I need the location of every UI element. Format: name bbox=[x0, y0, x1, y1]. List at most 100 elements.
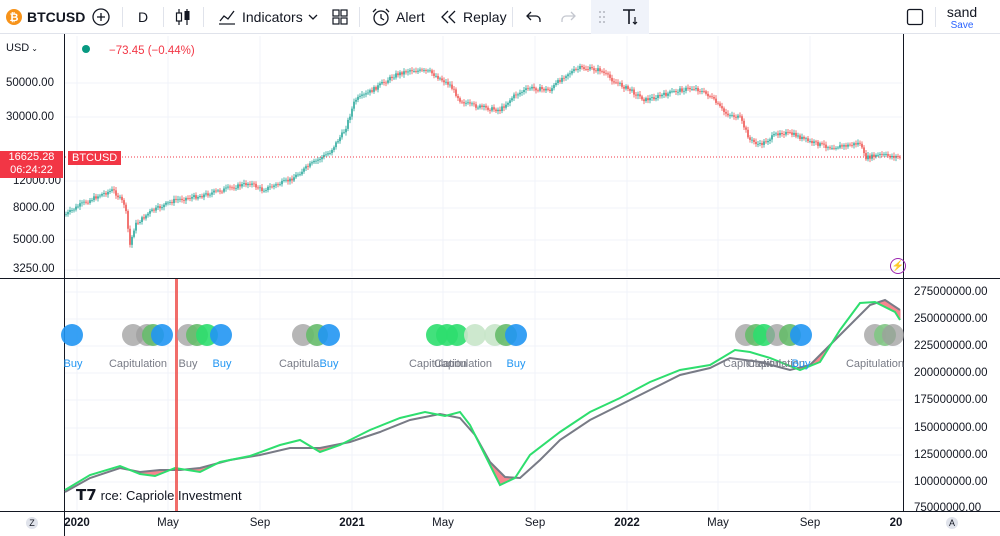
price-candle-body bbox=[579, 66, 581, 69]
price-candle-body bbox=[731, 115, 733, 117]
indicator-axis-label: 150000000.00 bbox=[914, 422, 988, 434]
price-axis-label: 8000.00 bbox=[13, 202, 55, 214]
price-candle-body bbox=[667, 93, 669, 96]
source-watermark[interactable]: T7 rce: Capriole Investment bbox=[76, 486, 242, 504]
price-candle-body bbox=[865, 153, 867, 160]
price-candle-body bbox=[99, 195, 101, 197]
alert-button[interactable]: Alert bbox=[371, 0, 425, 34]
price-candle-body bbox=[367, 92, 369, 94]
price-candle-body bbox=[791, 132, 793, 135]
price-candle-body bbox=[863, 147, 865, 154]
price-candle-body bbox=[305, 166, 307, 169]
drag-handle-icon[interactable] bbox=[598, 0, 606, 34]
grid-lines bbox=[65, 36, 902, 510]
price-candle-body bbox=[409, 70, 411, 72]
price-candle-body bbox=[587, 69, 589, 70]
price-candle-body bbox=[89, 200, 91, 203]
undo-button[interactable] bbox=[526, 0, 542, 34]
right-axis-border bbox=[903, 34, 904, 512]
price-candle-body bbox=[693, 89, 695, 90]
price-candle-body bbox=[223, 188, 225, 192]
price-candle-body bbox=[559, 80, 561, 82]
zoom-reset-button[interactable]: Z bbox=[26, 517, 38, 529]
price-candle-body bbox=[287, 179, 289, 182]
price-candle-body bbox=[147, 213, 149, 216]
symbol-search[interactable]: ₿ BTCUSD bbox=[6, 0, 85, 34]
price-candle-body bbox=[797, 135, 799, 137]
signal-label: Capitulation bbox=[408, 358, 468, 370]
auto-scale-button[interactable]: A bbox=[946, 517, 958, 529]
time-axis-label: 2020 bbox=[64, 517, 90, 529]
signal-circle bbox=[505, 324, 527, 346]
price-candle-body bbox=[477, 107, 479, 109]
price-candle-body bbox=[455, 89, 457, 96]
price-candle-body bbox=[553, 84, 555, 89]
price-candle-body bbox=[675, 90, 677, 92]
market-status-dot[interactable] bbox=[82, 45, 90, 53]
signal-label: Buy bbox=[319, 358, 339, 370]
signal-circle bbox=[882, 324, 904, 346]
price-candle-body bbox=[313, 160, 315, 163]
chart-type-button[interactable] bbox=[175, 0, 191, 34]
toolbar-divider bbox=[203, 7, 204, 27]
price-change: −73.45 (−0.44%) bbox=[109, 45, 195, 57]
time-axis-label: 20 bbox=[889, 517, 903, 529]
price-candle-body bbox=[361, 94, 363, 96]
price-candle-body bbox=[375, 87, 377, 90]
price-axis-label: 30000.00 bbox=[6, 111, 54, 123]
replay-button[interactable]: Replay bbox=[440, 0, 507, 34]
price-candle-body bbox=[177, 199, 179, 201]
signal-label: Capitulation bbox=[722, 358, 782, 370]
price-candle-body bbox=[809, 140, 811, 142]
save-layout-button[interactable]: sand Save bbox=[938, 4, 986, 31]
price-candle-body bbox=[319, 159, 321, 160]
price-candle-body bbox=[421, 69, 423, 71]
price-candle-body bbox=[575, 69, 577, 71]
slow-ma-line bbox=[64, 298, 901, 493]
price-candle-body bbox=[701, 91, 703, 92]
lightning-icon[interactable]: ⚡ bbox=[890, 258, 906, 274]
signal-circle bbox=[790, 324, 812, 346]
indicator-axis-label: 250000000.00 bbox=[914, 313, 988, 325]
price-candle-body bbox=[551, 88, 553, 92]
fullscreen-button[interactable] bbox=[906, 0, 924, 34]
price-candle-body bbox=[751, 139, 753, 141]
price-candle-body bbox=[801, 136, 803, 139]
price-candle-body bbox=[573, 69, 575, 72]
price-candle-body bbox=[505, 104, 507, 108]
price-candle-body bbox=[813, 141, 815, 144]
layouts-button[interactable] bbox=[331, 0, 349, 34]
price-candle-body bbox=[715, 98, 717, 103]
redo-button[interactable] bbox=[560, 0, 576, 34]
price-candle-body bbox=[269, 186, 271, 188]
text-tool-button[interactable] bbox=[621, 0, 641, 34]
price-candle-body bbox=[407, 71, 409, 73]
price-candle-body bbox=[873, 154, 875, 157]
price-candle-body bbox=[465, 102, 467, 104]
price-candle-body bbox=[265, 190, 267, 191]
interval-button[interactable]: D bbox=[138, 0, 148, 34]
price-candle-body bbox=[93, 196, 95, 201]
signal-label: Buy bbox=[791, 358, 811, 370]
indicator-templates-button[interactable] bbox=[308, 0, 318, 34]
currency-menu[interactable]: USD ⌄ bbox=[6, 42, 38, 54]
price-candle-body bbox=[615, 82, 617, 84]
price-candle-body bbox=[531, 86, 533, 89]
price-candle-body bbox=[227, 186, 229, 188]
price-candle-body bbox=[403, 71, 405, 75]
pane-separator[interactable] bbox=[0, 278, 1000, 279]
indicators-button[interactable]: Indicators bbox=[217, 0, 303, 34]
price-candle-body bbox=[135, 222, 137, 231]
price-candle-body bbox=[733, 115, 735, 117]
price-candle-body bbox=[845, 145, 847, 147]
last-price-tag: 16625.28 06:24:22 bbox=[0, 151, 63, 178]
price-candle-body bbox=[437, 75, 439, 79]
price-candle-body bbox=[185, 198, 187, 201]
price-candle-body bbox=[67, 211, 69, 215]
price-candle-body bbox=[521, 91, 523, 93]
price-candle-body bbox=[475, 104, 477, 108]
compare-button[interactable] bbox=[92, 0, 110, 34]
price-candle-body bbox=[869, 155, 871, 159]
price-candle-body bbox=[683, 90, 685, 92]
